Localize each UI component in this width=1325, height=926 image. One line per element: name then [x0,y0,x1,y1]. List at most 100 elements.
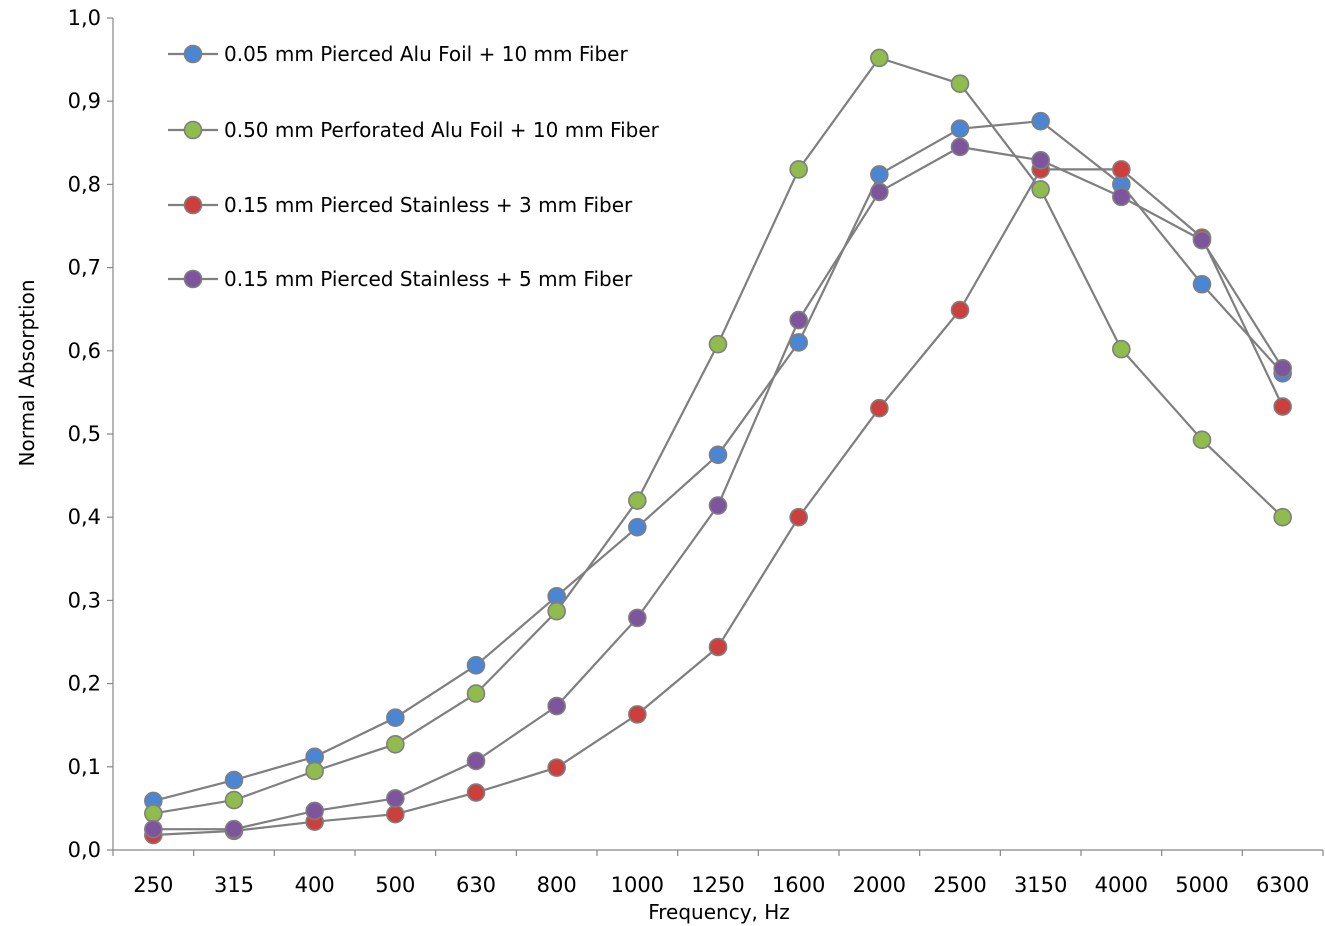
data-point [789,310,808,330]
y-tick-label: 0,4 [68,505,101,529]
y-tick-label: 0,0 [68,838,101,862]
legend-marker [183,195,203,215]
x-tick-label: 1250 [691,873,744,897]
x-tick-label: 4000 [1095,873,1148,897]
data-point [628,517,647,537]
legend-item: 0.50 mm Perforated Alu Foil + 10 mm Fibe… [168,118,660,142]
legend-item: 0.15 mm Pierced Stainless + 3 mm Fiber [168,193,633,217]
x-axis-ticks: 250 315 400 500 630 800 1000 1250 1600 2000 2500 31… [112,850,1324,897]
x-tick-label: 3150 [1014,873,1067,897]
x-tick-label: 500 [375,873,415,897]
y-tick-label: 0,5 [68,422,101,446]
x-tick-label: 5000 [1175,873,1228,897]
data-point [708,496,728,515]
legend-item: 0.05 mm Pierced Alu Foil + 10 mm Fiber [168,42,628,66]
data-point [950,300,970,320]
data-point [1192,230,1212,250]
x-tick-label: 6300 [1256,873,1309,897]
x-tick-label: 2500 [933,873,986,897]
data-point [789,160,808,179]
series-2 [144,48,1292,823]
data-point [547,696,566,716]
data-point [1273,507,1292,527]
data-point [708,445,728,465]
x-tick-label: 1000 [611,873,664,897]
legend-label: 0.15 mm Pierced Stainless + 5 mm Fiber [224,267,633,291]
data-point [386,735,405,754]
legend-marker [183,44,203,64]
data-point [144,804,163,823]
series-line [153,145,1284,831]
data-point [708,637,728,657]
data-point [870,182,889,202]
x-axis-title: Frequency, Hz [648,900,790,924]
x-tick-label: 630 [456,873,496,897]
data-point [466,783,486,802]
x-tick-label: 400 [295,873,335,897]
data-point [466,655,486,675]
data-point [789,507,808,527]
legend-item: 0.15 mm Pierced Stainless + 5 mm Fiber [168,267,633,291]
y-tick-label: 0,8 [68,172,101,196]
data-point [628,608,647,628]
data-point [224,770,244,790]
data-point [1112,339,1131,359]
legend-marker [183,269,203,289]
data-point [870,48,889,68]
y-tick-label: 0,9 [68,89,101,113]
data-point [1031,111,1050,131]
y-axis-title: Normal Absorption [15,280,39,467]
data-point [466,751,486,771]
y-tick-label: 0,7 [68,256,101,280]
data-point [789,333,808,352]
x-tick-label: 800 [537,873,577,897]
series-1 [144,111,1292,811]
data-point [1112,187,1131,207]
data-point [547,601,566,621]
data-point [386,789,405,808]
data-point [386,804,405,824]
data-point [386,708,405,728]
data-point [144,819,163,839]
data-point [224,819,244,839]
data-point [950,137,970,157]
data-point [466,684,486,703]
data-point [870,165,889,184]
data-point [870,398,889,418]
data-point [1192,274,1212,294]
legend-marker [183,120,203,140]
y-tick-label: 0,3 [68,588,101,612]
data-point [1192,430,1212,450]
x-tick-label: 2000 [853,873,906,897]
y-axis-ticks: 0,0 0,1 0,2 0,3 0,4 0,5 0,6 0,7 0,8 0,9 1,0 [68,6,113,862]
data-point [305,801,324,821]
x-tick-label: 250 [133,873,173,897]
data-point [305,761,324,781]
data-point [628,705,647,724]
series-layer [144,48,1292,845]
data-point [708,334,728,354]
legend: 0.05 mm Pierced Alu Foil + 10 mm Fiber 0.… [168,42,660,291]
y-tick-label: 0,2 [68,672,101,696]
legend-label: 0.50 mm Perforated Alu Foil + 10 mm Fibe… [224,118,660,142]
data-point [1031,180,1050,199]
axes [112,18,1323,851]
y-tick-label: 0,1 [68,755,101,779]
data-point [1112,160,1131,179]
series-4 [144,137,1292,839]
data-point [547,758,566,777]
legend-label: 0.15 mm Pierced Stainless + 3 mm Fiber [224,193,633,217]
data-point [1273,358,1292,378]
data-point [950,74,970,94]
data-point [628,491,647,510]
data-point [1031,150,1050,170]
legend-label: 0.05 mm Pierced Alu Foil + 10 mm Fiber [224,42,628,66]
data-point [1273,397,1292,416]
data-point [950,119,970,138]
x-tick-label: 315 [214,873,254,897]
y-tick-label: 1,0 [68,6,101,30]
x-tick-label: 1600 [772,873,825,897]
y-tick-label: 0,6 [68,339,101,363]
data-point [224,790,244,810]
